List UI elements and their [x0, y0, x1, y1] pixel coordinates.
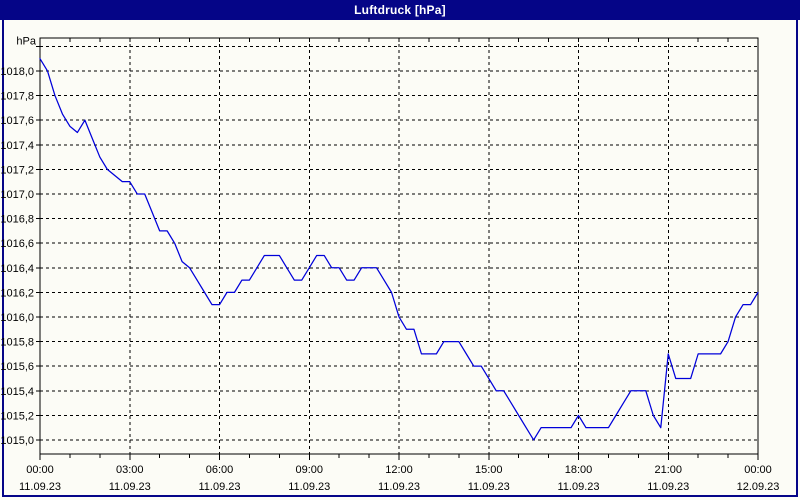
titlebar: Luftdruck [hPa]: [0, 0, 800, 20]
x-axis-ticks: [39, 38, 759, 460]
y-tick-label: 1015,8: [0, 337, 34, 349]
x-tick-time-label: 00:00: [26, 464, 54, 476]
y-tick-labels: 1015,0 1015,2 1015,4 1015,6 1015,8 1016,0 1016…: [0, 66, 34, 447]
y-tick-label: 1016,6: [0, 238, 34, 250]
x-tick-date-label: 11.09.23: [198, 481, 240, 493]
x-tick-time-label: 21:00: [654, 464, 682, 476]
x-tick-time-label: 18:00: [565, 464, 593, 476]
y-tick-label: 1015,6: [0, 361, 34, 373]
x-tick-date-label: 11.09.23: [557, 481, 599, 493]
window-title: Luftdruck [hPa]: [354, 3, 446, 17]
y-axis-ticks: [36, 45, 40, 441]
x-tick-date-label: 11.09.23: [647, 481, 689, 493]
x-tick-time-label: 12:00: [385, 464, 413, 476]
x-tick-labels: 00:00 11.09.23 03:00 11.09.23 06:00 11.09.23 0…: [19, 464, 779, 493]
x-tick-date-label: 11.09.23: [19, 481, 61, 493]
y-tick-label: 1015,4: [0, 386, 34, 398]
x-tick-date-label: 11.09.23: [378, 481, 420, 493]
x-tick-date-label: 11.09.23: [109, 481, 151, 493]
x-tick-time-label: 03:00: [116, 464, 144, 476]
y-tick-label: 1017,0: [0, 189, 34, 201]
y-tick-label: 1017,2: [0, 164, 34, 176]
x-gridlines: [129, 38, 669, 454]
window-frame-border: [2, 20, 798, 497]
x-tick-time-label: 00:00: [744, 464, 772, 476]
y-tick-label: 1016,2: [0, 287, 34, 299]
y-tick-label: 1017,6: [0, 115, 34, 127]
y-tick-label: 1016,4: [0, 263, 34, 275]
y-tick-label: 1015,0: [0, 435, 34, 447]
y-tick-label: 1015,2: [0, 410, 34, 422]
y-axis-unit-label: hPa: [16, 35, 36, 47]
y-tick-label: 1018,0: [0, 66, 34, 78]
y-tick-label: 1017,8: [0, 91, 34, 103]
x-tick-date-label: 11.09.23: [288, 481, 330, 493]
x-tick-time-label: 06:00: [206, 464, 234, 476]
x-tick-date-label: 12.09.23: [737, 481, 780, 493]
x-tick-time-label: 15:00: [475, 464, 503, 476]
y-tick-label: 1016,0: [0, 312, 34, 324]
x-tick-date-label: 11.09.23: [468, 481, 510, 493]
pressure-data-line: [39, 58, 759, 441]
x-tick-time-label: 09:00: [295, 464, 323, 476]
y-tick-label: 1016,8: [0, 214, 34, 226]
y-tick-label: 1017,4: [0, 140, 34, 152]
